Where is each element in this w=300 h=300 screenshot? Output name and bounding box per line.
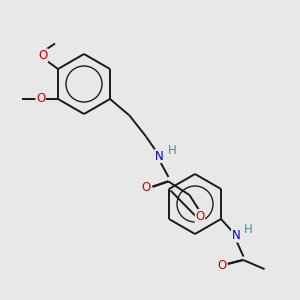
Text: H: H bbox=[244, 223, 253, 236]
Text: O: O bbox=[217, 259, 226, 272]
Text: H: H bbox=[168, 144, 176, 157]
Text: N: N bbox=[232, 229, 240, 242]
Text: N: N bbox=[155, 149, 164, 163]
Text: O: O bbox=[38, 49, 48, 62]
Text: O: O bbox=[36, 92, 45, 106]
Text: O: O bbox=[141, 181, 151, 194]
Text: O: O bbox=[195, 209, 205, 223]
